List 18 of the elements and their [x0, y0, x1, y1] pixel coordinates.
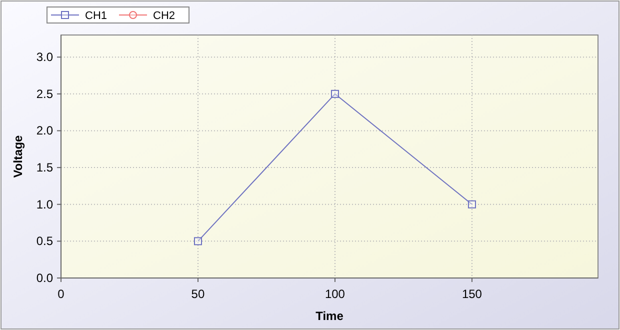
point — [468, 200, 476, 208]
y-tick-label: 0.5 — [36, 234, 54, 248]
x-tick-label: 0 — [58, 287, 65, 301]
x-tick-label: 150 — [462, 287, 482, 301]
y-axis-title: Voltage — [11, 134, 25, 178]
y-tick-label: 1.0 — [36, 197, 54, 212]
point — [194, 237, 202, 246]
x-axis-title: Time — [316, 309, 344, 323]
y-tick-label: 2.0 — [36, 124, 54, 138]
y-tick-label: 2.5 — [36, 86, 54, 101]
y-tick-label: 1.5 — [36, 160, 54, 175]
x-tick-label: 50 — [191, 287, 205, 301]
y-tick-label: 3.0 — [36, 50, 54, 64]
legend-label: CH2 — [153, 10, 176, 22]
x-tick-label: 100 — [324, 287, 346, 301]
legend-label: CH1 — [85, 10, 108, 22]
point — [330, 90, 339, 98]
y-tick-label: 0.0 — [36, 271, 54, 285]
